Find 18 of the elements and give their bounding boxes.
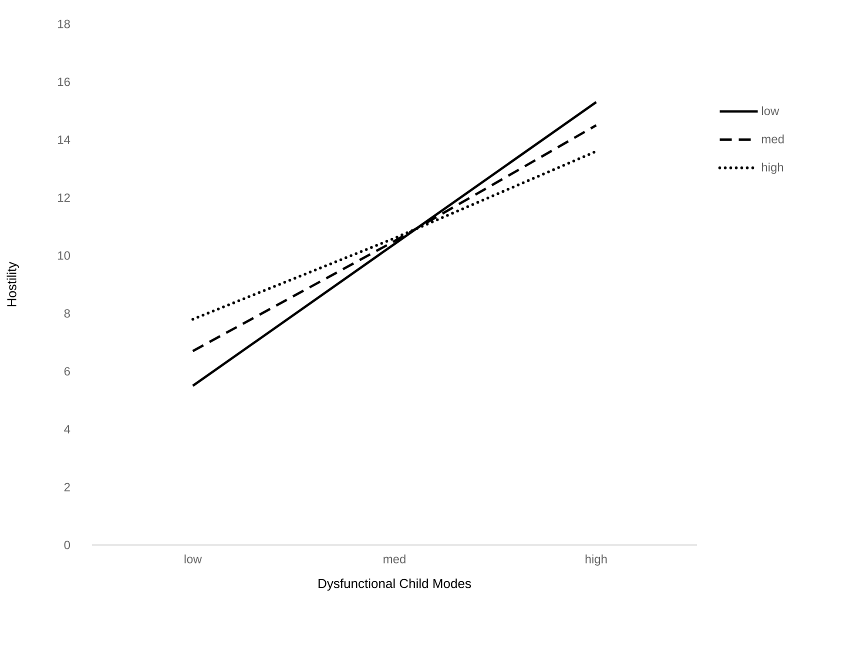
y-tick-label: 4 xyxy=(64,425,70,434)
y-tick-label: 12 xyxy=(58,193,70,202)
y-tick-label: 18 xyxy=(58,20,70,28)
y-tick-label: 0 xyxy=(64,540,70,550)
legend-label: low xyxy=(762,106,780,116)
x-tick-label: high xyxy=(586,554,607,566)
y-tick-label: 10 xyxy=(58,251,70,260)
legend-label: med xyxy=(762,134,784,144)
y-tick-label: 16 xyxy=(58,78,70,86)
x-tick-label: low xyxy=(184,554,202,564)
legend-label: high xyxy=(762,162,784,174)
y-tick-label: 8 xyxy=(64,309,70,318)
y-tick-label: 6 xyxy=(64,367,70,376)
y-axis-title: Hostility xyxy=(6,262,19,306)
y-tick-label: 2 xyxy=(64,482,70,492)
x-tick-label: med xyxy=(384,554,406,564)
x-axis-title: Dysfunctional Child Modes xyxy=(318,578,471,591)
y-tick-label: 14 xyxy=(58,136,70,144)
